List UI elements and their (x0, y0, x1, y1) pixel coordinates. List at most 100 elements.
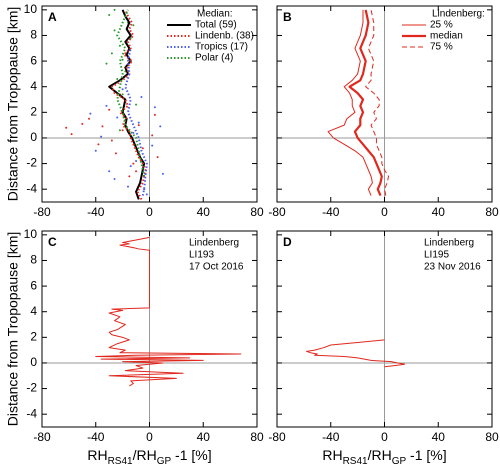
scatter-point (88, 117, 91, 120)
panel-label: D (283, 235, 292, 249)
scatter-point (145, 193, 148, 196)
x-tick-label: 80 (485, 430, 499, 444)
scatter-point (89, 112, 92, 115)
x-axis-title-part: RH (87, 447, 107, 463)
scatter-point (132, 162, 135, 165)
profile-line (95, 236, 242, 387)
panel-label: B (283, 10, 292, 24)
x-axis-title-part: GP (157, 456, 172, 466)
annotation: LI195 (424, 250, 449, 261)
scatter-point (135, 103, 138, 106)
y-axis-title: Distance from Tropopause [km] (5, 7, 21, 202)
x-axis-title-part: GP (392, 456, 407, 466)
x-tick-label: 80 (250, 205, 264, 219)
x-tick-label: -80 (268, 205, 286, 219)
x-tick-label: 0 (381, 430, 388, 444)
annotation: LI193 (189, 250, 214, 261)
y-tick-label: -2 (26, 381, 37, 395)
y-tick-label: 4 (30, 304, 37, 318)
x-tick-label: 80 (250, 430, 264, 444)
scatter-point (129, 165, 132, 168)
scatter-point (156, 156, 159, 159)
scatter-point (100, 135, 103, 138)
annotation: 23 Nov 2016 (424, 262, 481, 273)
x-axis-title-part: -1 [%] (171, 447, 211, 463)
y-tick-label: 10 (24, 227, 38, 241)
legend-label: 75 % (430, 42, 453, 53)
scatter-point (128, 175, 131, 178)
x-tick-label: -80 (268, 430, 286, 444)
scatter-point (153, 106, 156, 109)
x-axis-title-part: /RH (133, 447, 157, 463)
scatter-point (108, 170, 111, 173)
legend-label: Polar (4) (195, 53, 233, 64)
legend-label: Lindenb. (38) (195, 31, 254, 42)
scatter-point (108, 108, 111, 111)
scatter-point (110, 139, 113, 142)
x-tick-label: 0 (381, 205, 388, 219)
scatter-point (153, 113, 156, 116)
y-tick-label: 0 (30, 355, 37, 369)
x-axis-title: RHRS41/RHGP -1 [%] (87, 447, 211, 466)
scatter-point (65, 126, 68, 129)
x-tick-label: 40 (197, 205, 211, 219)
scatter-point (105, 62, 108, 65)
scatter-point (94, 149, 97, 152)
y-tick-label: -2 (26, 156, 37, 170)
scatter-point (81, 122, 84, 125)
profile-line (327, 9, 373, 196)
scatter-point (121, 93, 124, 96)
x-tick-label: -40 (87, 430, 105, 444)
scatter-point (118, 44, 121, 47)
scatter-point (121, 58, 124, 61)
y-tick-label: 10 (24, 2, 38, 16)
scatter-point (105, 104, 108, 107)
x-tick-label: 40 (197, 430, 211, 444)
profile-line (365, 9, 390, 196)
scatter-point (97, 143, 100, 146)
legend-label: median (430, 31, 463, 42)
scatter-point (135, 160, 138, 163)
scatter-point (151, 134, 154, 137)
x-tick-label: 0 (146, 205, 153, 219)
panel-label: C (48, 235, 57, 249)
y-axis-title: Distance from Tropopause [km] (5, 232, 21, 427)
scatter-point (121, 88, 124, 91)
scatter-point (132, 24, 135, 27)
x-tick-label: -80 (33, 205, 51, 219)
scatter-point (127, 185, 129, 188)
scatter-point (151, 144, 154, 147)
legend-label: Total (59) (195, 20, 237, 31)
scatter-point (110, 52, 113, 55)
x-axis-title-part: RS41 (343, 456, 368, 466)
scatter-point (137, 121, 140, 124)
annotation: 17 Oct 2016 (189, 262, 244, 273)
profile-line (116, 9, 146, 177)
y-tick-label: 8 (30, 253, 37, 267)
x-axis-title-part: -1 [%] (406, 447, 446, 463)
x-tick-label: 80 (485, 205, 499, 219)
annotation: Lindenberg (424, 238, 474, 249)
scatter-point (121, 129, 124, 132)
y-tick-label: -4 (26, 181, 37, 195)
y-tick-label: 6 (30, 53, 37, 67)
legend-label: Tropics (17) (195, 42, 248, 53)
scatter-point (132, 131, 135, 134)
scatter-point (141, 147, 144, 150)
x-tick-label: 0 (146, 430, 153, 444)
profile-line (348, 9, 383, 197)
scatter-point (137, 124, 140, 127)
scatter-point (101, 125, 104, 128)
x-tick-label: -40 (87, 205, 105, 219)
scatter-point (113, 8, 116, 11)
y-tick-label: 6 (30, 278, 37, 292)
y-tick-label: 8 (30, 28, 37, 42)
y-tick-label: 0 (30, 130, 37, 144)
y-tick-label: -4 (26, 406, 37, 420)
scatter-point (118, 129, 121, 132)
panel-label: A (48, 10, 57, 24)
x-axis-title-part: RH (322, 447, 342, 463)
annotation: Lindenberg (189, 238, 239, 249)
profile-line (108, 9, 146, 200)
